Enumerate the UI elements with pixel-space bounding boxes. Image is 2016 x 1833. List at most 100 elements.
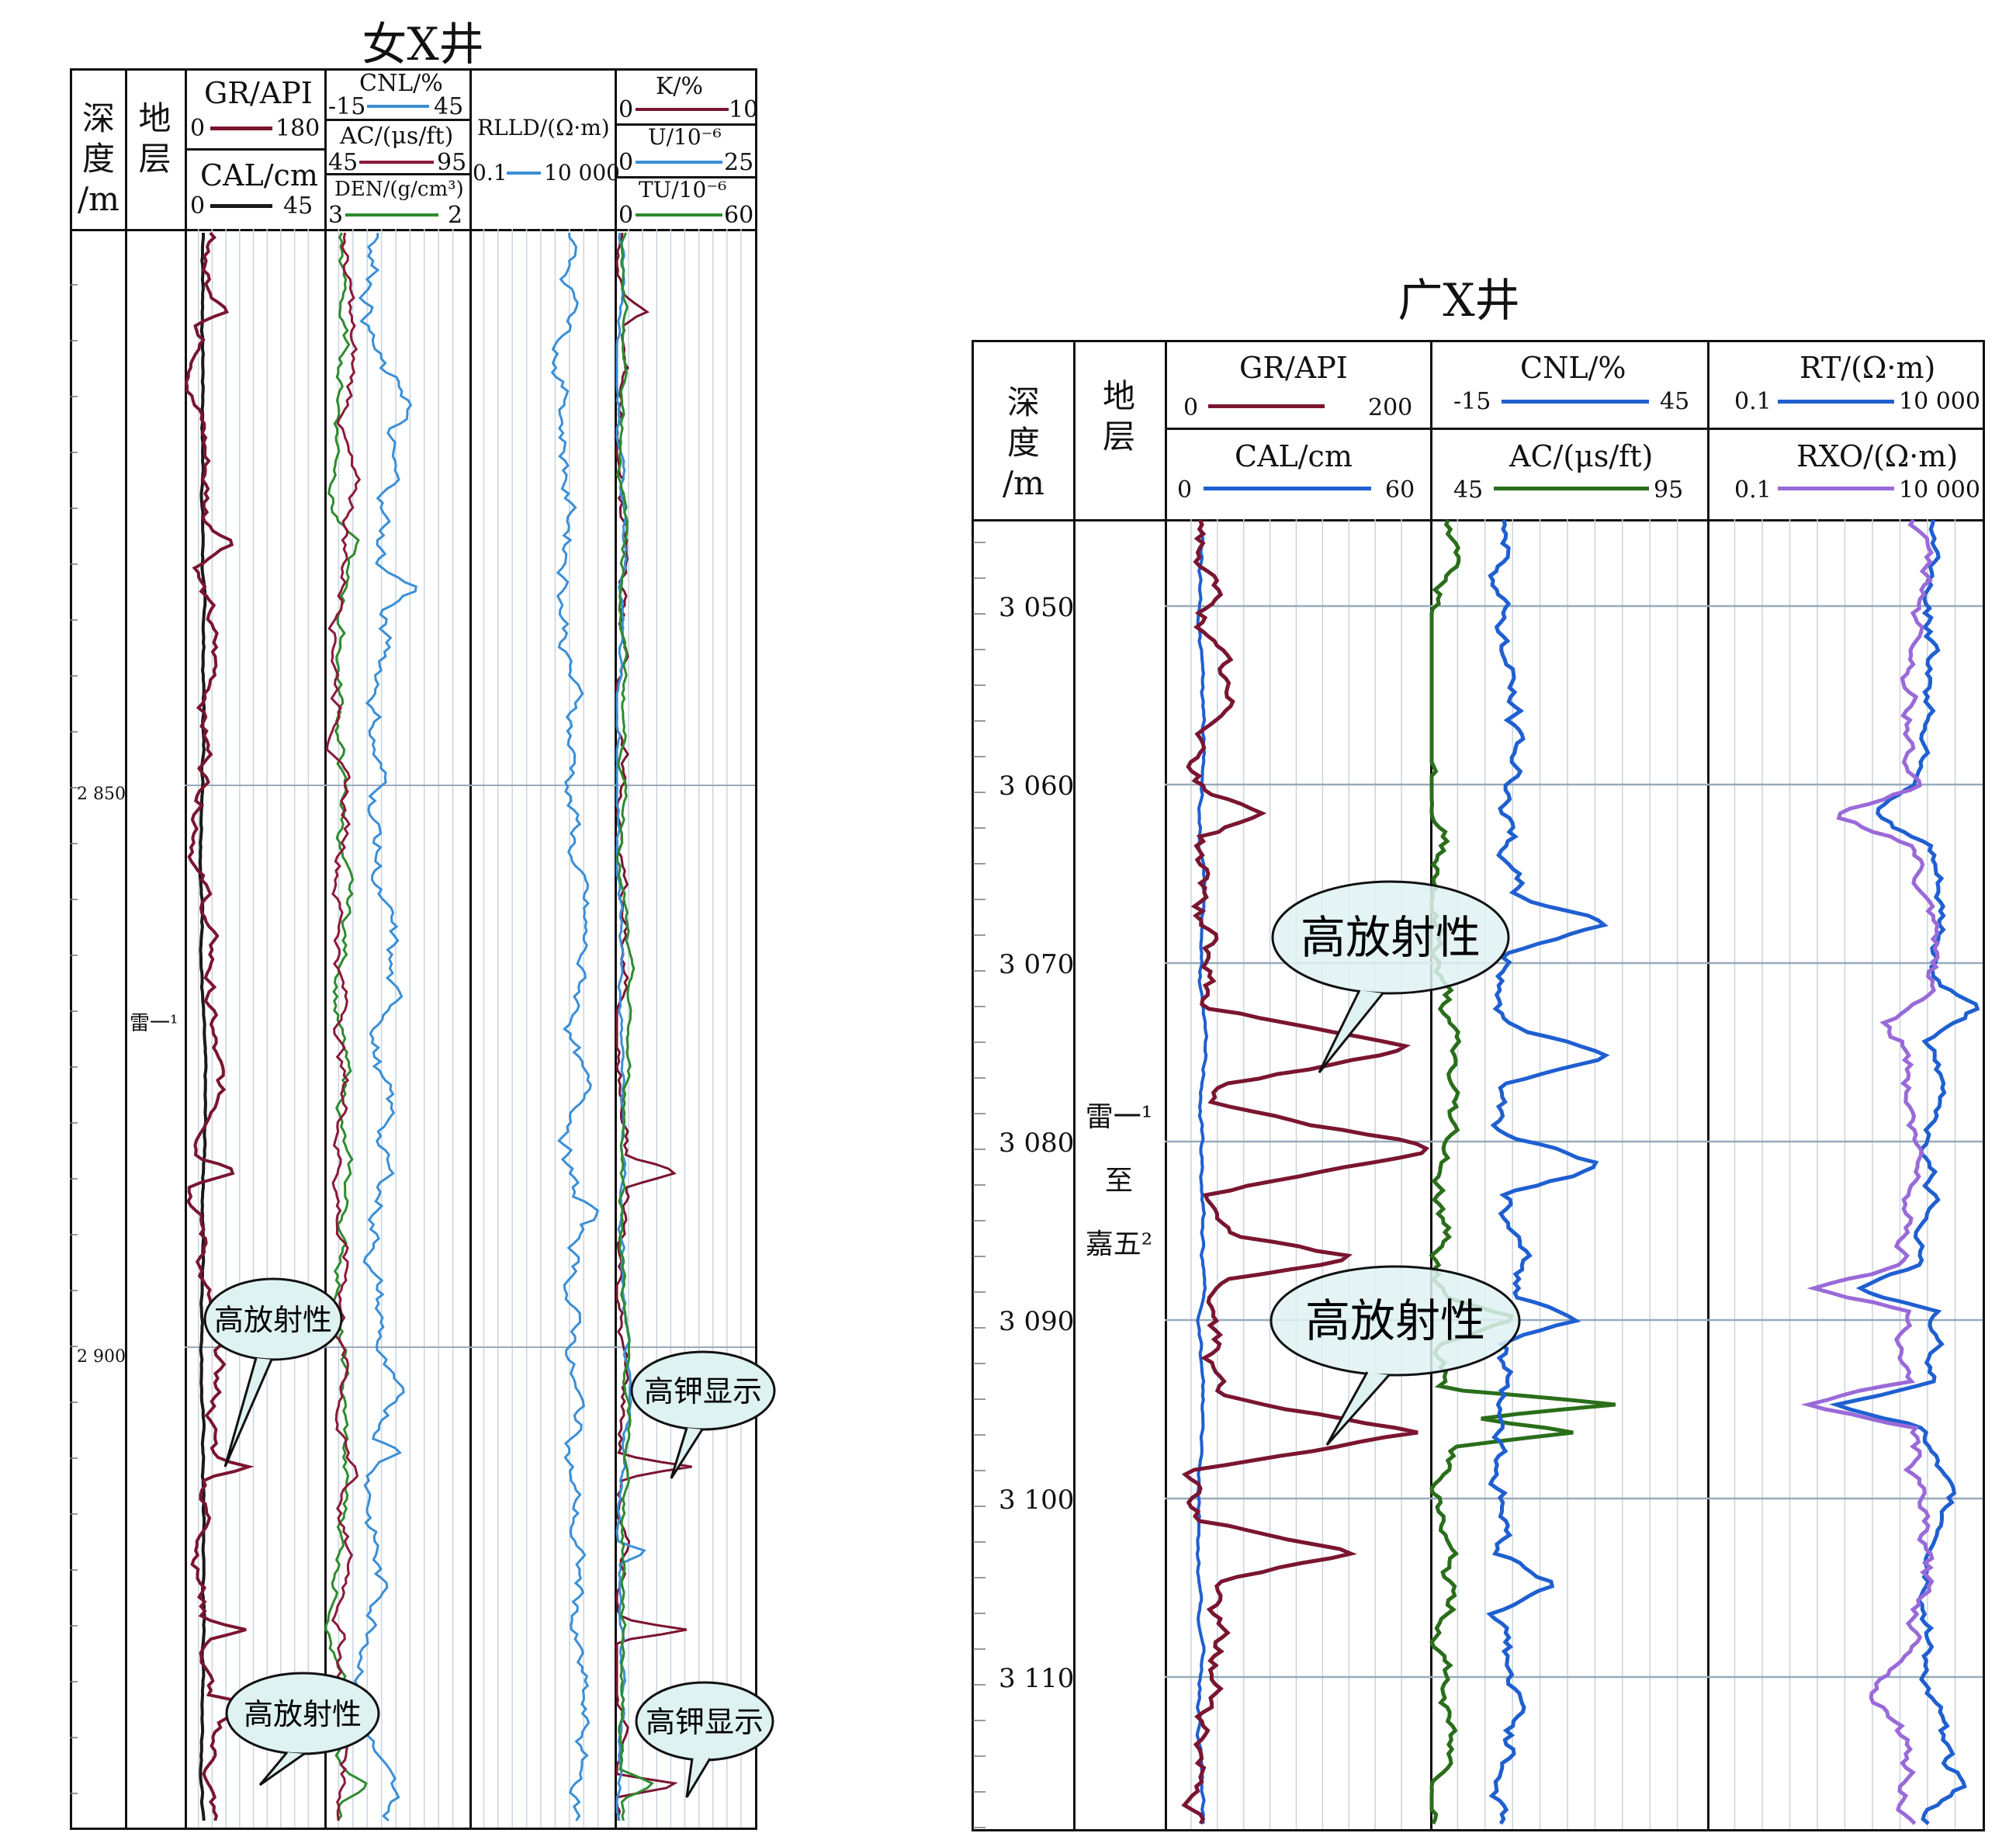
left-depth-header: 深度/m [78,99,120,218]
left-k-key [636,108,729,111]
right-depth-label: 3 050 [999,592,1075,623]
callout-high-potassium: 高钾显示 [635,1681,774,1798]
right-rt-key [1778,400,1894,404]
right-ac-key [1494,487,1649,490]
left-col-divider [125,71,127,1828]
left-gr-key [210,126,272,130]
left-u-key [636,161,722,164]
callout-high-radioactivity: 高放射性 [225,1672,380,1786]
left-well-title: 女X井 [362,18,484,71]
left-gr-max: 180 [275,115,320,142]
left-col-divider [185,71,187,1828]
left-k-title: K/% [656,73,704,100]
right-gr-key [1208,404,1325,408]
right-depth-label: 3 100 [999,1485,1075,1516]
svg-text:高钾显示: 高钾显示 [644,1374,762,1409]
left-cal-min: 0 [190,192,206,220]
right-gr-max: 200 [1368,394,1413,421]
right-rt-max: 10 000 [1899,388,1980,415]
right-cal-key [1204,487,1371,490]
left-gr-title: GR/API [204,76,313,110]
left-col-divider [615,71,617,1828]
left-cal-title: CAL/cm [200,158,318,192]
right-ac-title: AC/(μs/ft) [1509,439,1654,473]
left-ac-min: 45 [328,149,359,176]
right-depth-label: 3 090 [999,1306,1075,1337]
right-cal-title: CAL/cm [1235,439,1353,473]
callout-high-radioactivity: 高放射性 [1270,1265,1521,1446]
right-rxo-key [1778,487,1894,490]
left-t2-split [324,119,469,121]
left-tu-title: TU/10⁻⁶ [639,177,727,203]
callout-high-potassium: 高钾显示 [630,1350,776,1479]
right-rxo-max: 10 000 [1899,476,1980,504]
left-tu-max: 60 [724,202,754,229]
svg-text:高放射性: 高放射性 [244,1697,362,1731]
ac-curve-right [1429,519,1616,1825]
left-t1-split [185,148,324,151]
left-k-max: 10 [729,96,759,123]
callout-high-radioactivity: 高放射性 [1271,880,1510,1073]
left-header-divider [72,229,755,231]
gr-curve-right [1181,519,1430,1825]
left-u-min: 0 [618,149,634,176]
right-ac-max: 95 [1654,476,1684,504]
left-k-min: 0 [618,96,634,123]
left-u-title: U/10⁻⁶ [648,124,722,150]
right-rxo-title: RXO/(Ω·m) [1796,439,1959,473]
callouts: 高放射性 高放射性 高钾显示 高钾显示 高放射性 高放射性 [203,880,1521,1798]
right-rt-min: 0.1 [1734,388,1772,415]
left-col-divider [324,71,327,1828]
right-strata-header: 地层 [1102,377,1135,456]
right-col-divider [1707,342,1709,1829]
right-depth-header: 深度/m [1003,383,1044,502]
left-t2-split [324,173,469,175]
right-col-divider [1165,342,1167,1829]
tu-curve [615,232,654,1821]
log-curves [184,231,1980,1825]
right-cnl-min: -15 [1453,388,1491,415]
left-gr-min: 0 [190,115,206,142]
svg-text:高放射性: 高放射性 [214,1303,332,1337]
left-rlld-key [507,172,541,175]
left-den-max: 2 [448,202,463,229]
right-gr-title: GR/API [1239,351,1348,385]
left-cnl-key [367,105,429,108]
svg-text:高放射性: 高放射性 [1305,1294,1485,1347]
right-well-title: 广X井 [1398,274,1520,327]
left-cal-key [210,204,272,208]
left-den-min: 3 [328,202,344,229]
left-col-divider [469,71,472,1828]
left-cal-max: 45 [283,192,313,220]
svg-text:高放射性: 高放射性 [1301,911,1481,964]
right-ac-min: 45 [1453,476,1484,504]
left-cnl-title: CNL/% [359,70,443,97]
left-depth-label: 2 850 [77,785,126,804]
rt-curve-right [1829,519,1980,1825]
right-cal-max: 60 [1385,476,1415,504]
left-ac-title: AC/(μs/ft) [340,123,454,150]
left-tu-key [636,213,722,217]
u-curve [615,232,646,1821]
left-tu-min: 0 [618,202,634,229]
left-rlld-title: RLLD/(Ω·m) [477,115,610,140]
right-rt-title: RT/(Ω·m) [1800,351,1936,385]
left-strata-label: 雷一¹ [130,1012,178,1035]
left-t4-split [615,123,757,126]
cal-curve [198,232,208,1821]
right-cal-min: 0 [1177,476,1193,504]
rxo-curve-right [1800,518,1940,1825]
left-rlld-min: 0.1 [473,160,507,185]
left-den-title: DEN/(g/cm³) [334,178,464,201]
callout-high-radioactivity: 高放射性 [203,1277,343,1467]
left-t4-split [615,176,757,178]
right-depth-label: 3 110 [999,1663,1075,1694]
ac-curve [325,232,362,1821]
cnl-curve [353,232,417,1822]
left-cnl-max: 45 [434,93,464,120]
right-depth-label: 3 060 [999,771,1075,802]
right-header-divider [974,519,1983,521]
svg-text:高钾显示: 高钾显示 [646,1705,764,1739]
left-cnl-min: -15 [328,93,366,120]
